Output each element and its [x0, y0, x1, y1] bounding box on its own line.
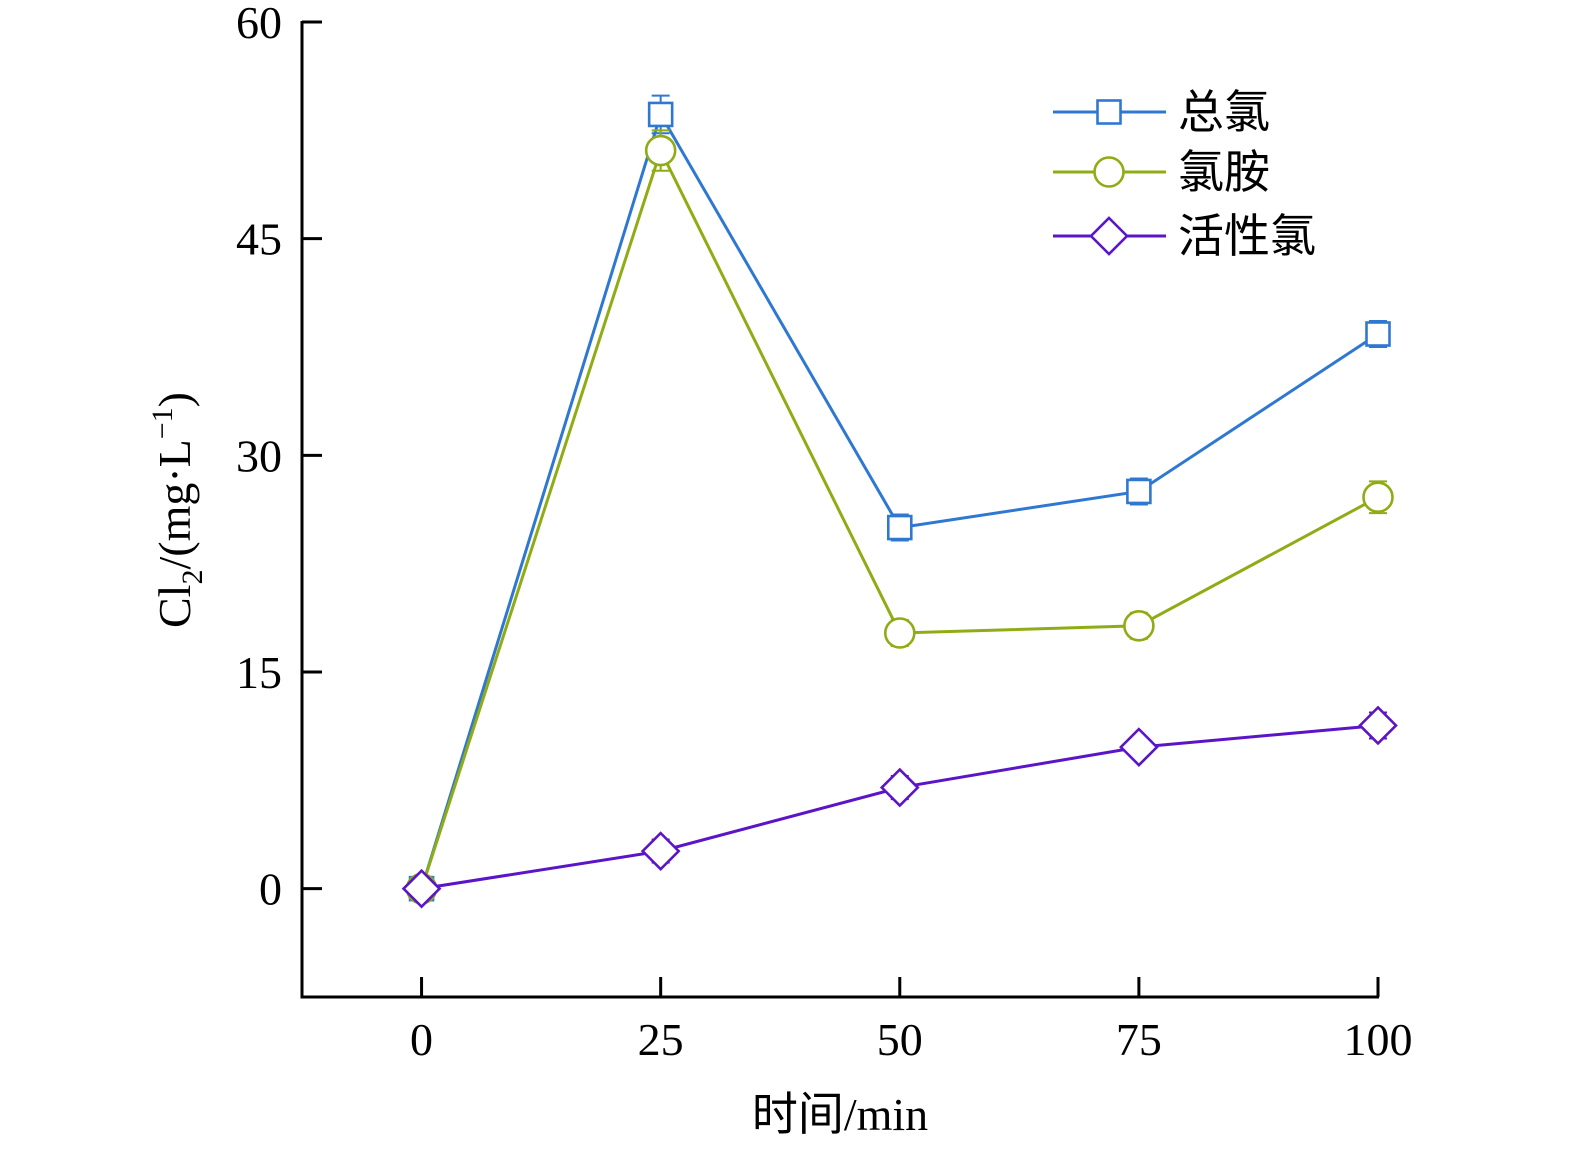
data-point	[401, 868, 442, 909]
y-axis-title-subscript: 2	[176, 570, 209, 585]
x-tick-label: 50	[877, 1014, 923, 1065]
data-point	[1123, 609, 1155, 642]
x-tick-label: 100	[1344, 1014, 1413, 1065]
y-tick-label: 45	[236, 214, 282, 265]
y-tick-label: 30	[236, 430, 282, 481]
x-axis-title: 时间/min	[752, 1089, 928, 1140]
data-point	[1362, 481, 1394, 514]
y-tick-label: 60	[236, 0, 282, 48]
legend-marker	[1089, 216, 1129, 256]
data-point	[1358, 705, 1398, 746]
y-ticks: 0 15 30 45 60	[236, 0, 322, 915]
y-axis-title-superscript: −1	[146, 407, 179, 439]
y-tick-label: 15	[236, 647, 282, 698]
y-axis-title-prefix: Cl	[149, 585, 200, 628]
series-diamond	[401, 705, 1398, 909]
data-point	[1119, 727, 1159, 767]
x-tick-label: 75	[1116, 1014, 1162, 1065]
y-axis-title: Cl2/(mg·L−1)	[146, 392, 209, 628]
legend-item: 活性氯	[1053, 211, 1316, 262]
legend-label: 总氯	[1178, 87, 1270, 138]
data-point	[1365, 321, 1391, 347]
y-axis-title-middle: /(mg·L	[149, 439, 200, 569]
series-group	[401, 94, 1398, 909]
x-tick-label: 25	[638, 1014, 684, 1065]
data-point	[886, 514, 913, 541]
y-tick-label: 0	[259, 864, 282, 915]
data-point	[879, 767, 920, 808]
axes	[300, 21, 1379, 999]
data-point	[1126, 478, 1152, 505]
legend-label: 活性氯	[1178, 211, 1316, 262]
data-point	[640, 831, 681, 871]
x-tick-label: 0	[410, 1014, 433, 1065]
data-point	[647, 101, 674, 128]
legend-marker	[1093, 156, 1125, 188]
legend-label: 氯胺	[1178, 147, 1270, 198]
legend-item: 氯胺	[1053, 147, 1270, 198]
data-point	[883, 617, 916, 649]
y-axis-title-suffix: )	[149, 392, 200, 407]
legend-marker	[1096, 99, 1122, 125]
data-point	[644, 134, 677, 167]
x-ticks: 0 25 50 75 100	[410, 977, 1413, 1065]
legend-item: 总氯	[1053, 87, 1270, 138]
